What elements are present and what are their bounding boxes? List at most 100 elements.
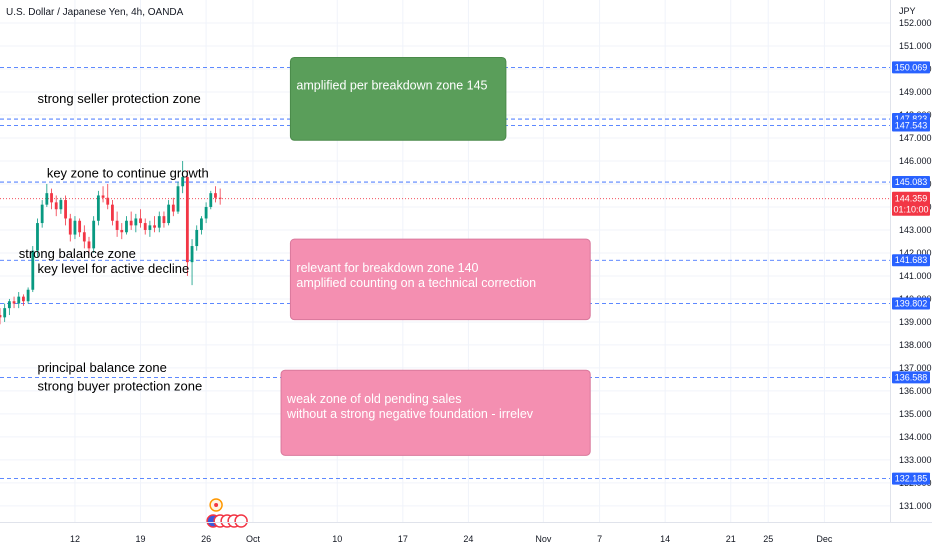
candle — [176, 181, 180, 214]
y-tick-label: 143.000 — [899, 225, 932, 235]
x-tick-label: 24 — [463, 534, 473, 544]
candle — [125, 216, 128, 235]
candle-body — [96, 195, 100, 221]
candle-body — [45, 193, 49, 205]
candle-body — [185, 177, 189, 263]
x-tick-label: 12 — [70, 534, 80, 544]
y-tick-label: 135.000 — [899, 409, 932, 419]
candle — [78, 218, 82, 237]
candle-body — [143, 223, 147, 230]
countdown-label: 01:10:00 — [893, 205, 928, 215]
x-tick-label: 17 — [398, 534, 408, 544]
y-tick-label: 131.000 — [899, 501, 932, 511]
candle-body — [31, 250, 35, 290]
candle — [22, 294, 25, 306]
event-marker[interactable] — [234, 514, 248, 528]
candle — [26, 287, 30, 304]
zone-labels: strong seller protection zone key zone to… — [19, 91, 209, 393]
candle-body — [162, 216, 166, 224]
candle — [181, 160, 185, 194]
level-badge-label: 147.823 — [895, 114, 928, 124]
candle — [209, 190, 213, 210]
candle-body — [115, 220, 119, 230]
annotation-box-text: weak zone of old pending sales — [286, 392, 461, 406]
y-tick-label: 136.000 — [899, 386, 932, 396]
candle — [143, 218, 147, 235]
candle-body — [82, 232, 86, 242]
candle-body — [176, 186, 180, 212]
level-badge-label: 139.802 — [895, 298, 928, 308]
candle — [204, 202, 208, 224]
y-tick-label: 146.000 — [899, 156, 932, 166]
zone-label: principal balance zone — [37, 360, 166, 375]
annotation-box-bg — [289, 238, 591, 321]
candle-body — [171, 204, 175, 212]
x-tick-label: 14 — [660, 534, 670, 544]
current-price-label: 144.359 — [895, 194, 928, 204]
candle-body — [120, 229, 124, 233]
x-tick-label: 19 — [136, 534, 146, 544]
candle-body — [92, 220, 96, 249]
candle — [7, 298, 11, 316]
candle-body — [111, 204, 114, 221]
candle-body — [54, 202, 58, 210]
candle — [148, 220, 152, 237]
candle — [195, 225, 199, 251]
annotation-box-text: without a strong negative foundation - i… — [286, 407, 534, 421]
level-badge-label: 136.588 — [895, 372, 928, 382]
zone-label: strong balance zone — [19, 246, 136, 261]
candle — [139, 209, 142, 228]
candle-body — [17, 296, 21, 304]
candle — [190, 239, 194, 286]
candle — [45, 183, 49, 207]
candle-body — [7, 301, 11, 309]
candle-body — [190, 246, 194, 263]
candle — [153, 216, 156, 233]
candle-body — [50, 193, 53, 203]
y-tick-label: 142.000 — [899, 248, 932, 258]
annotation-box-bg — [289, 56, 507, 141]
y-tick-label: 133.000 — [899, 455, 932, 465]
candle-body — [0, 315, 2, 318]
candle-body — [200, 218, 203, 230]
candle — [129, 211, 133, 230]
candle-body — [87, 241, 91, 249]
level-badge-label: 141.683 — [895, 255, 928, 265]
candle-body — [64, 200, 67, 219]
candle — [50, 188, 53, 210]
candle — [87, 236, 91, 256]
candle-body — [78, 220, 82, 233]
candle — [31, 246, 35, 293]
candle — [54, 195, 58, 217]
candle-body — [68, 218, 72, 235]
y-tick-label: 137.000 — [899, 363, 932, 373]
annotation-box-text: amplified counting on a technical correc… — [296, 276, 536, 290]
candle-body — [148, 225, 152, 230]
candle-body — [26, 289, 30, 302]
candle — [92, 216, 96, 253]
chart-title: U.S. Dollar / Japanese Yen, 4h, OANDA — [6, 7, 184, 18]
candle — [167, 200, 171, 226]
candle-body — [36, 223, 39, 251]
event-marker-dot — [214, 503, 219, 507]
y-tick-label: 151.000 — [899, 41, 932, 51]
y-tick-label: 134.000 — [899, 432, 932, 442]
x-axis[interactable]: 12 19 26 Oct 10 17 24 Nov 7 14 21 25 Dec — [70, 534, 833, 544]
candle — [0, 308, 2, 325]
zone-label: strong buyer protection zone — [37, 378, 202, 393]
candle — [82, 225, 86, 249]
y-tick-label: 139.000 — [899, 317, 932, 327]
candle — [3, 303, 7, 322]
candle-body — [195, 229, 199, 247]
event-markers[interactable] — [206, 498, 248, 528]
level-badge — [892, 176, 930, 189]
x-tick-label: 10 — [332, 534, 342, 544]
candle-body — [73, 220, 77, 235]
candle — [111, 200, 114, 226]
candle-body — [181, 177, 185, 187]
candle — [40, 200, 44, 228]
x-tick-label: 26 — [201, 534, 211, 544]
level-badge — [892, 297, 930, 310]
